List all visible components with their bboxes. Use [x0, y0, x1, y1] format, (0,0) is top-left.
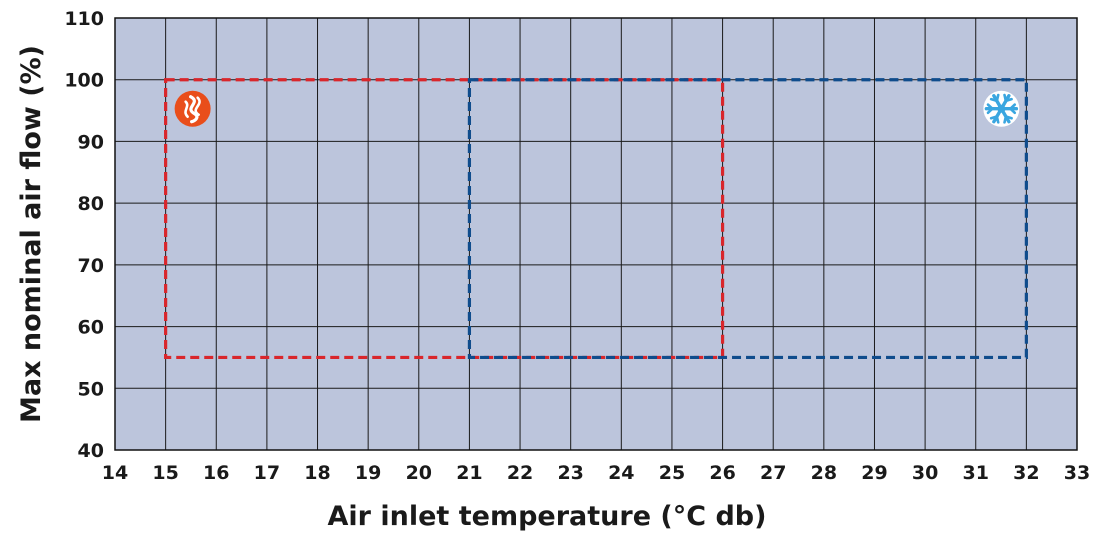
x-tick-label: 30 [912, 462, 938, 484]
x-tick-label: 23 [557, 462, 583, 484]
snowflake-icon [983, 90, 1020, 127]
x-tick-label: 29 [861, 462, 887, 484]
x-tick-label: 32 [1013, 462, 1039, 484]
y-axis-title: Max nominal air flow (%) [16, 45, 47, 423]
y-tick-label: 100 [64, 70, 104, 92]
y-tick-label: 50 [78, 378, 104, 400]
x-tick-label: 21 [456, 462, 482, 484]
x-tick-label: 27 [760, 462, 786, 484]
y-tick-label: 40 [78, 440, 104, 462]
x-tick-label: 33 [1064, 462, 1090, 484]
x-tick-label: 18 [304, 462, 330, 484]
heating-range-outline [164, 78, 725, 360]
x-tick-label: 31 [963, 462, 989, 484]
x-tick-label: 22 [507, 462, 533, 484]
x-tick-label: 25 [659, 462, 685, 484]
flame-icon [174, 90, 211, 127]
x-axis-ticks: 14 15 16 17 18 19 20 21 22 23 24 25 26 27 28 29 30 31 32 33 [102, 462, 1090, 484]
x-tick-label: 20 [406, 462, 432, 484]
x-tick-label: 24 [608, 462, 634, 484]
x-tick-label: 28 [811, 462, 837, 484]
cooling-range-outline [467, 78, 1028, 360]
plot-border [114, 17, 1078, 451]
x-tick-label: 15 [152, 462, 178, 484]
grid [114, 17, 1078, 451]
y-tick-label: 80 [78, 193, 104, 215]
x-axis-title: Air inlet temperature (°C db) [328, 501, 767, 532]
y-tick-label: 60 [78, 317, 104, 339]
x-tick-label: 14 [102, 462, 128, 484]
operating-regions [164, 78, 1028, 360]
y-tick-label: 110 [64, 8, 104, 30]
x-tick-label: 17 [254, 462, 280, 484]
x-tick-label: 19 [355, 462, 381, 484]
x-tick-label: 26 [709, 462, 735, 484]
x-tick-label: 16 [203, 462, 229, 484]
y-axis-ticks: 40 50 60 70 80 90 100 110 [64, 8, 104, 462]
y-tick-label: 70 [78, 255, 104, 277]
y-tick-label: 90 [78, 131, 104, 153]
plot-background [115, 18, 1077, 450]
